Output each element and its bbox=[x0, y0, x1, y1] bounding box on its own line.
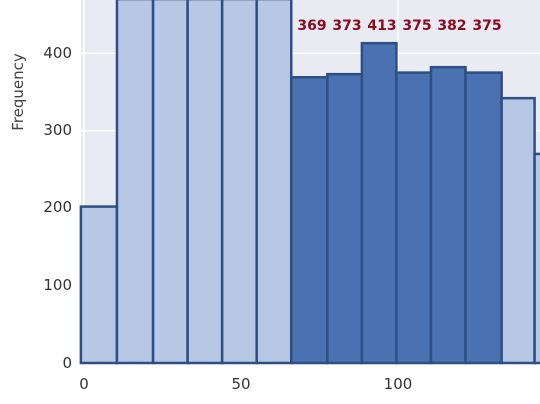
x-tick-100: 100 bbox=[384, 375, 413, 393]
y-tick-400: 400 bbox=[43, 44, 72, 62]
histogram-bar-4 bbox=[220, 0, 258, 365]
bar-label-375-b: 375 bbox=[472, 18, 501, 34]
histogram-bar-10 bbox=[429, 65, 467, 365]
x-tick-0: 0 bbox=[79, 375, 89, 393]
histogram-bar-1 bbox=[115, 0, 155, 365]
histogram-bar-3 bbox=[186, 0, 224, 365]
histogram-bar-5 bbox=[255, 0, 293, 365]
x-tick-50: 50 bbox=[231, 375, 250, 393]
y-axis-ticks: 0 100 200 300 400 bbox=[43, 44, 72, 372]
histogram-bar-2 bbox=[151, 0, 189, 365]
histogram-bar-13 bbox=[533, 152, 540, 365]
bar-label-382: 382 bbox=[437, 18, 466, 34]
y-tick-300: 300 bbox=[43, 121, 72, 139]
bar-label-369: 369 bbox=[297, 18, 326, 34]
histogram-bar-9 bbox=[395, 71, 433, 365]
y-tick-100: 100 bbox=[43, 276, 72, 294]
histogram-bars bbox=[79, 0, 540, 365]
bar-label-413: 413 bbox=[367, 18, 396, 34]
histogram-bar-7 bbox=[326, 72, 364, 365]
y-tick-0: 0 bbox=[62, 354, 72, 372]
histogram-bar-8 bbox=[360, 41, 398, 365]
histogram-bar-0 bbox=[79, 205, 119, 365]
histogram-bar-11 bbox=[464, 71, 503, 365]
x-axis-ticks: 0 50 100 bbox=[79, 375, 412, 393]
bar-value-labels: 369 373 413 375 382 375 bbox=[297, 18, 501, 34]
y-tick-200: 200 bbox=[43, 198, 72, 216]
bar-label-375-a: 375 bbox=[402, 18, 431, 34]
y-axis-title: Frequency bbox=[9, 53, 27, 131]
bar-label-373: 373 bbox=[332, 18, 361, 34]
histogram-bar-6 bbox=[289, 75, 329, 365]
histogram-bar-12 bbox=[500, 96, 536, 365]
